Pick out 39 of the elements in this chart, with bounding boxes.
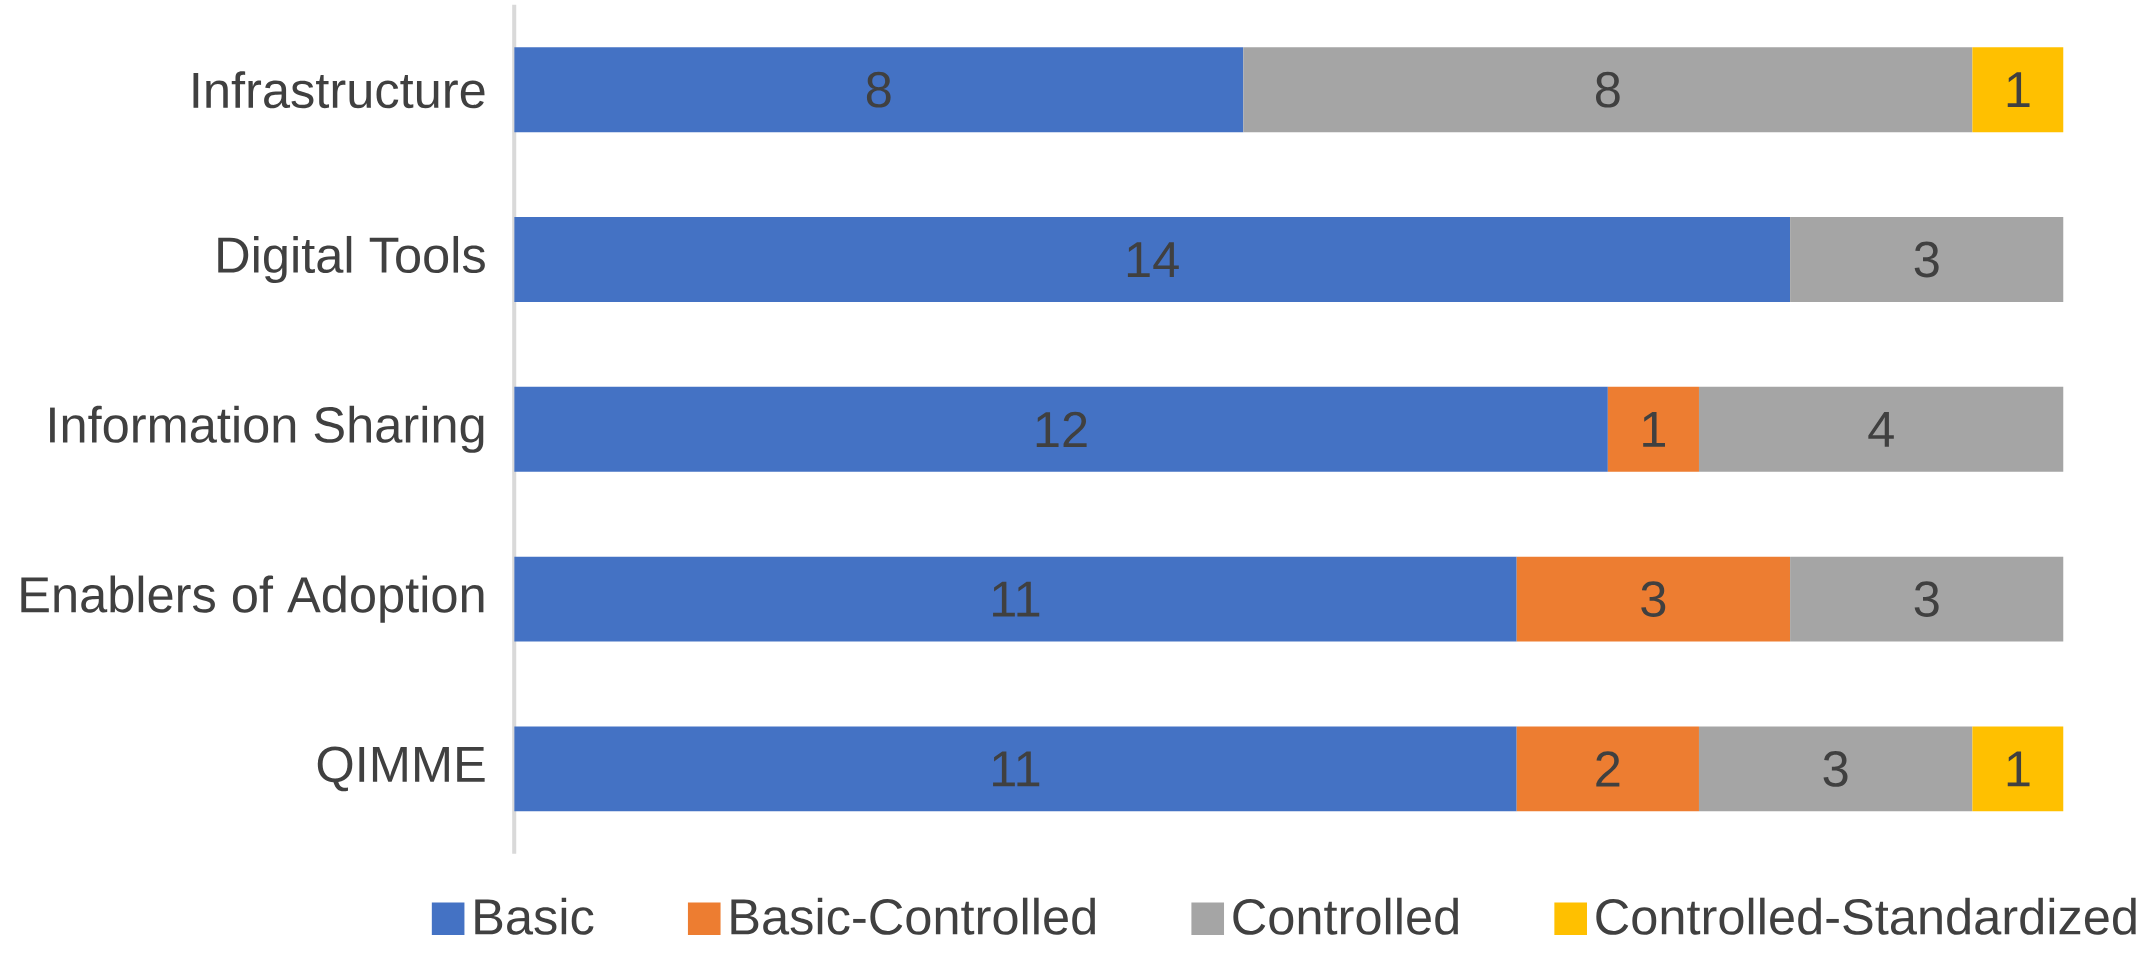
bar [1790,556,2064,642]
bar [1972,47,2064,132]
y-tick-label: QIMME [317,746,485,792]
data-label: 1 [2007,751,2030,787]
data-label: 8 [866,71,891,108]
data-label: 8 [1595,71,1620,108]
bar [514,386,1608,472]
bar [1790,216,2064,302]
bar [1243,47,1973,132]
data-label: 12 [1036,411,1087,447]
y-tick-label: Information Sharing [50,405,484,453]
legend-label: Controlled-Standardized [1596,897,2136,935]
data-label: 4 [1868,411,1894,447]
bar [514,556,1517,642]
data-label: 1 [2007,72,2030,107]
data-label: 3 [1914,241,1939,278]
y-tick-label: Infrastructure [193,71,485,109]
legend-label: Controlled [1233,897,1458,935]
bar [1516,556,1791,642]
legend-label: Basic [475,897,594,935]
data-label: 11 [993,751,1040,787]
data-label: 3 [1914,581,1939,617]
bar [514,47,1244,132]
bar [1516,726,1699,812]
bar [1698,726,1973,812]
bar [514,726,1517,812]
data-label: 11 [993,581,1040,617]
data-label: 3 [1823,750,1848,787]
data-label: 2 [1596,751,1620,787]
bar [1698,386,2064,472]
legend-label: Basic-Controlled [731,897,1095,935]
y-tick-label: Digital Tools [218,235,485,283]
data-label: 1 [1643,411,1665,447]
data-label: 14 [1127,241,1179,277]
y-tick-label: Enablers of Adoption [21,575,484,623]
data-label: 3 [1641,581,1666,617]
bar [514,216,1791,302]
bar [1607,386,1699,472]
bar [1972,726,2064,812]
